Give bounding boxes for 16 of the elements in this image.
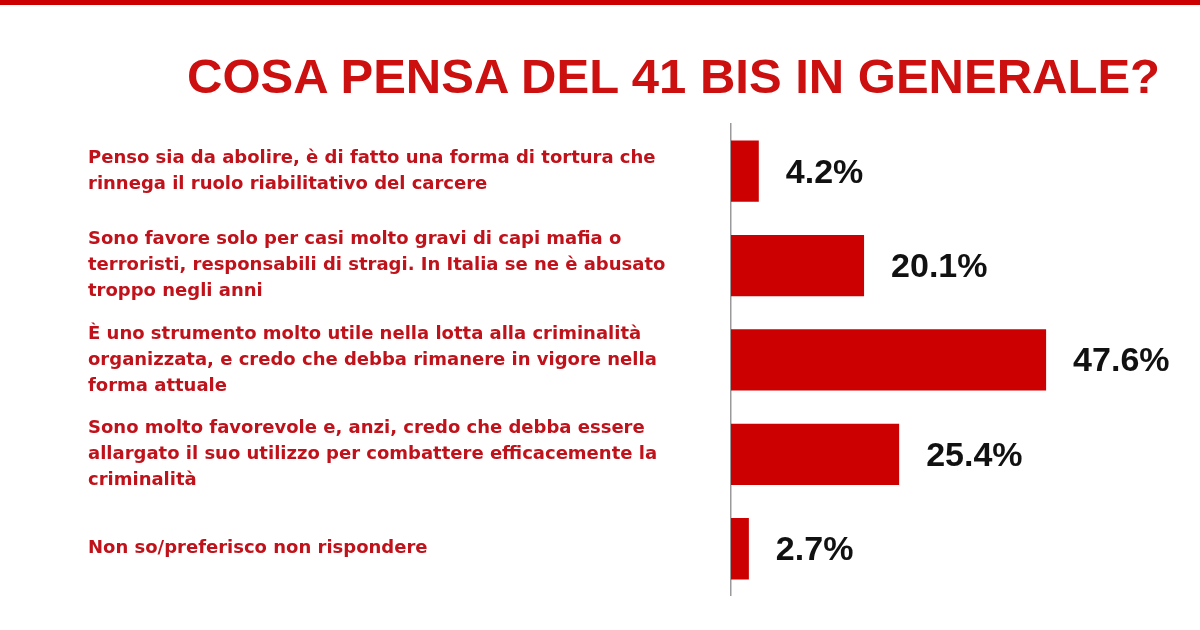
data-label: 20.1% [891, 245, 988, 284]
data-label: 47.6% [1073, 340, 1170, 379]
chart-title: COSA PENSA DEL 41 BIS IN GENERALE? [187, 49, 1160, 103]
bar [731, 518, 749, 580]
data-label: 25.4% [926, 434, 1023, 473]
y-tick-label: Sono favore solo per casi molto gravi di capi mafia o terroristi, responsabili di stragi. In Italia se ne è abusato troppo negli anni [88, 227, 666, 301]
y-tick-label: È uno strumento molto utile nella lotta alla criminalità organizzata, e credo che debba rimanere in vigore nella forma attuale [88, 321, 657, 395]
bar [731, 140, 759, 202]
y-tick-label: Sono molto favorevole e, anzi, credo che debba essere allargato il suo utilizzo per combattere efficacemente la criminalità [88, 415, 658, 490]
bar [731, 234, 865, 297]
bar [731, 423, 900, 485]
y-tick-label: Penso sia da abolire, è di fatto una forma di tortura che rinnega il ruolo riabilitativo del carcere [88, 145, 656, 193]
data-label: 4.2% [785, 151, 864, 190]
data-label: 2.7% [775, 529, 854, 568]
y-tick-label: Non so/preferisco non rispondere [88, 536, 428, 558]
bar [731, 329, 1047, 391]
